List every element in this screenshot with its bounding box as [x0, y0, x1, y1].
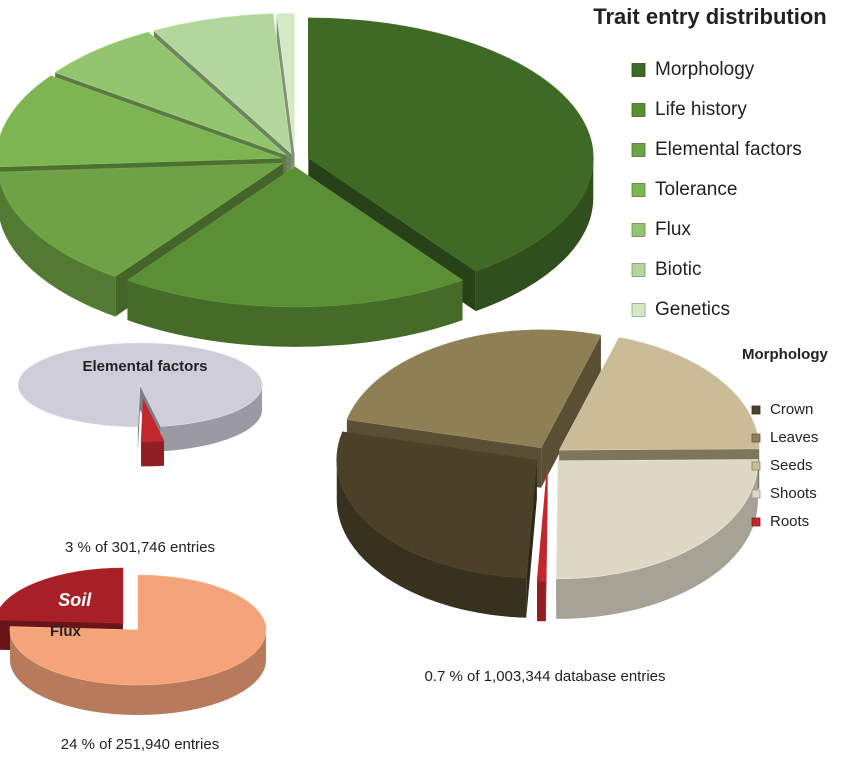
- slice: [555, 459, 759, 580]
- legend-label: Genetics: [655, 299, 730, 320]
- annotation: 0.7 % of 1,003,344 database entries: [424, 668, 665, 685]
- slice: [336, 431, 538, 579]
- annotation: 24 % of 251,940 entries: [61, 736, 219, 753]
- slice: [346, 329, 602, 449]
- pie-chart: [336, 329, 760, 622]
- chart-title: Morphology: [742, 346, 828, 363]
- legend-swatch: [631, 103, 646, 117]
- legend-label: Elemental factors: [655, 139, 802, 160]
- legend-label: Life history: [655, 99, 747, 120]
- slice-side: [475, 157, 594, 312]
- legend-swatch: [631, 63, 646, 77]
- slice: [308, 17, 594, 272]
- slice-side: [10, 630, 266, 715]
- slice-side: [141, 440, 164, 467]
- legend-swatch: [751, 405, 761, 415]
- legend-swatch: [631, 303, 646, 317]
- slice-label: Soil: [58, 590, 92, 610]
- slice: [17, 342, 263, 428]
- legend-label: Shoots: [770, 485, 817, 502]
- legend-swatch: [631, 143, 646, 157]
- slice: [558, 337, 760, 451]
- legend-label: Seeds: [770, 457, 813, 474]
- slice-side: [537, 581, 546, 622]
- slice-side: [556, 460, 758, 619]
- slice: [126, 166, 464, 308]
- legend-swatch: [751, 433, 761, 443]
- legend-swatch: [751, 489, 761, 499]
- slice-side: [160, 385, 262, 452]
- slice: [0, 567, 124, 624]
- slice: [9, 574, 267, 686]
- slice-cut-wall: [137, 385, 140, 452]
- legend-label: Biotic: [655, 259, 701, 280]
- legend-label: Tolerance: [655, 179, 737, 200]
- slice-side: [127, 280, 463, 347]
- slice: [54, 31, 286, 156]
- legend-label: Roots: [770, 513, 809, 530]
- legend-swatch: [751, 517, 761, 527]
- annotation: 3 % of 301,746 entries: [65, 539, 215, 556]
- legend-swatch: [631, 223, 646, 237]
- slice: [276, 12, 295, 154]
- legend-swatch: [631, 183, 646, 197]
- chart-title: Trait entry distribution: [593, 4, 826, 29]
- slice: [0, 75, 282, 168]
- pie-chart: [0, 567, 267, 715]
- chart-title: Flux: [50, 623, 81, 640]
- slice-side: [336, 459, 527, 618]
- slice: [0, 162, 284, 277]
- legend-label: Leaves: [770, 429, 818, 446]
- slice: [536, 463, 548, 582]
- legend-swatch: [751, 461, 761, 471]
- legend-swatch: [631, 263, 646, 277]
- slice: [140, 398, 165, 442]
- slice-side: [0, 180, 116, 317]
- legend-label: Morphology: [655, 59, 755, 80]
- pie-chart: [17, 342, 263, 467]
- pie-chart: [0, 12, 594, 347]
- slice: [153, 13, 292, 155]
- slice-cut-wall: [541, 335, 601, 488]
- chart-title: Elemental factors: [82, 358, 207, 375]
- legend-label: Crown: [770, 401, 813, 418]
- legend-label: Flux: [655, 219, 691, 240]
